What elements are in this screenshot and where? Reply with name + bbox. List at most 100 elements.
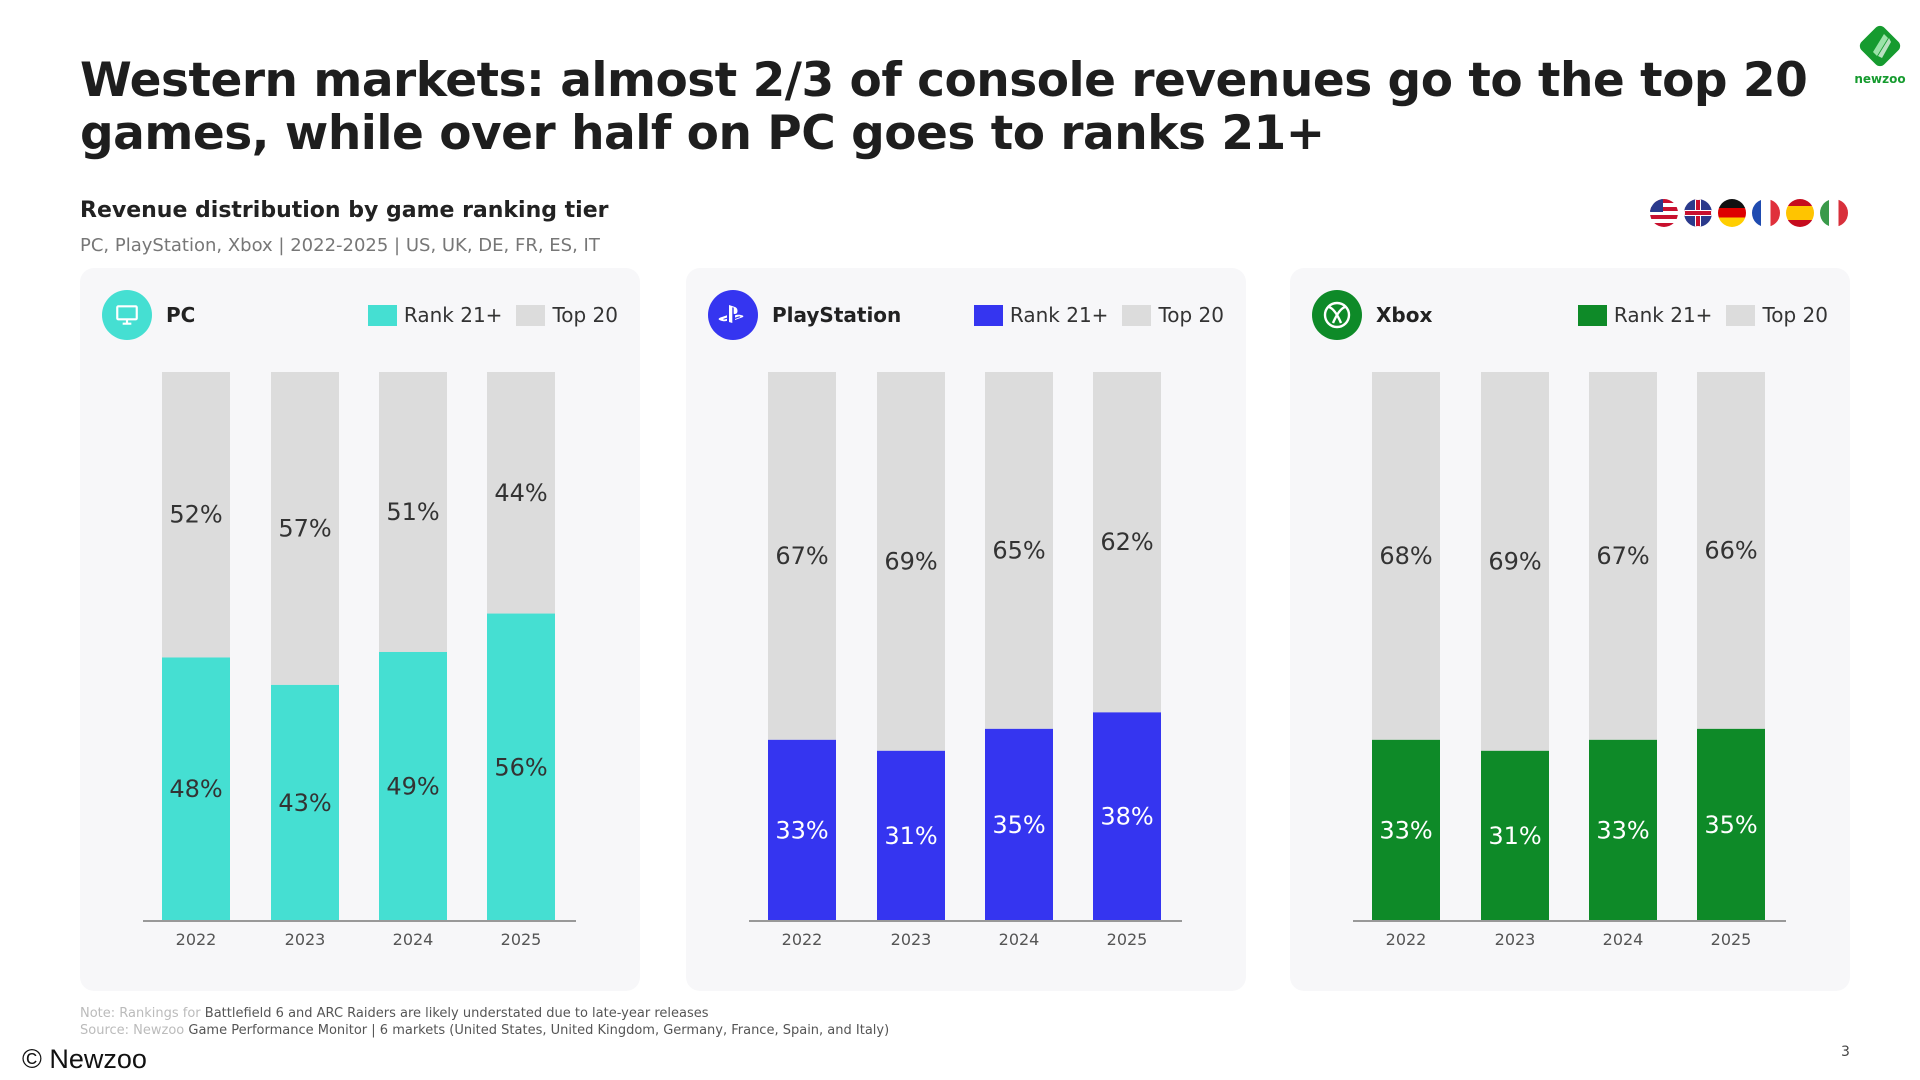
data-label-top20: 62% xyxy=(1100,528,1153,556)
monitor-icon xyxy=(102,290,152,340)
stacked-bar-chart: 52% 48% 2022 57% 43% 2023 51% 49% 2024 44% 56% 2025 xyxy=(143,372,576,949)
newzoo-logo-icon xyxy=(1859,25,1901,67)
data-label-rank21: 33% xyxy=(1379,816,1432,844)
us-flag-icon xyxy=(1650,199,1678,227)
source-text: Game Performance Monitor | 6 markets (Un… xyxy=(188,1023,890,1038)
data-label-rank21: 56% xyxy=(494,753,547,781)
data-label-top20: 69% xyxy=(884,547,937,575)
panel-header: PlayStation Rank 21+ Top 20 xyxy=(708,290,1224,340)
legend-item-top20: Top 20 xyxy=(1122,303,1224,327)
data-label-top20: 51% xyxy=(386,498,439,526)
bar-top20 xyxy=(877,372,945,751)
data-label-rank21: 48% xyxy=(169,775,222,803)
data-label-rank21: 49% xyxy=(386,772,439,800)
data-label-top20: 67% xyxy=(1596,542,1649,570)
data-label-top20: 57% xyxy=(278,514,331,542)
data-label-top20: 52% xyxy=(169,501,222,529)
bar-rank21 xyxy=(1093,712,1161,921)
bar-rank21 xyxy=(379,651,447,921)
bar-rank21 xyxy=(768,739,836,921)
de-flag-icon xyxy=(1718,199,1746,227)
es-flag-icon xyxy=(1786,199,1814,227)
panel-title: PC xyxy=(166,303,196,327)
stacked-bar-chart: 68% 33% 2022 69% 31% 2023 67% 33% 2024 66% 35% 2025 xyxy=(1353,372,1786,949)
bar-rank21 xyxy=(1589,739,1657,921)
legend-label: Rank 21+ xyxy=(403,303,503,327)
data-label-rank21: 33% xyxy=(775,816,828,844)
x-tick-label: 2022 xyxy=(1386,930,1427,949)
panel-title: Xbox xyxy=(1376,303,1433,327)
data-label-rank21: 43% xyxy=(278,789,331,817)
legend-item-top20: Top 20 xyxy=(1726,303,1828,327)
data-label-rank21: 31% xyxy=(884,822,937,850)
bar-top20 xyxy=(1372,372,1440,740)
bar-rank21 xyxy=(271,684,339,921)
legend-swatch xyxy=(973,304,1003,326)
chart-panel-pc: PC Rank 21+ Top 20 52% 48% 2022 57% 43% 2023 5… xyxy=(80,268,640,991)
copyright: © Newzoo xyxy=(22,1044,147,1074)
bar-top20 xyxy=(271,372,339,685)
logo-text: newzoo xyxy=(1854,72,1906,86)
legend-item-rank21: Rank 21+ xyxy=(973,303,1109,327)
bar-top20 xyxy=(1697,372,1765,729)
chart-panel-playstation: PlayStation Rank 21+ Top 20 67% 33% 2022 69… xyxy=(686,268,1246,991)
bar-top20 xyxy=(162,372,230,658)
legend-label: Rank 21+ xyxy=(1009,303,1109,327)
bar-rank21 xyxy=(1481,750,1549,921)
bar-top20 xyxy=(1589,372,1657,740)
data-label-top20: 65% xyxy=(992,536,1045,564)
legend-swatch xyxy=(1577,304,1607,326)
data-label-rank21: 33% xyxy=(1596,816,1649,844)
page-number: 3 xyxy=(1841,1044,1850,1060)
legend-item-top20: Top 20 xyxy=(516,303,618,327)
x-tick-label: 2025 xyxy=(501,930,542,949)
legend-label: Top 20 xyxy=(1158,303,1224,327)
bar-top20 xyxy=(379,372,447,652)
panel-title: PlayStation xyxy=(772,303,902,327)
legend-label: Top 20 xyxy=(552,303,618,327)
source-prefix: Source: Newzoo xyxy=(80,1023,189,1038)
bar-top20 xyxy=(487,372,555,614)
panel-header: Xbox Rank 21+ Top 20 xyxy=(1312,290,1828,340)
market-flags xyxy=(1650,199,1848,227)
bar-rank21 xyxy=(162,657,230,921)
legend-item-rank21: Rank 21+ xyxy=(1577,303,1713,327)
bar-top20 xyxy=(1093,372,1161,713)
legend-label: Rank 21+ xyxy=(1613,303,1713,327)
x-tick-label: 2025 xyxy=(1107,930,1148,949)
uk-flag-icon xyxy=(1684,199,1712,227)
data-label-top20: 66% xyxy=(1704,536,1757,564)
chart-subtitle: Revenue distribution by game ranking tie… xyxy=(80,198,609,223)
x-tick-label: 2023 xyxy=(285,930,326,949)
panel-header: PC Rank 21+ Top 20 xyxy=(102,290,618,340)
bar-rank21 xyxy=(487,613,555,921)
bar-rank21 xyxy=(1372,739,1440,921)
legend-swatch xyxy=(1726,304,1756,326)
it-flag-icon xyxy=(1820,199,1848,227)
chart-panel-xbox: Xbox Rank 21+ Top 20 68% 33% 2022 69% 31% 202… xyxy=(1290,268,1850,991)
newzoo-logo: newzoo xyxy=(1844,22,1916,86)
data-label-top20: 68% xyxy=(1379,542,1432,570)
legend-swatch xyxy=(367,304,397,326)
bar-top20 xyxy=(985,372,1053,729)
bar-top20 xyxy=(1481,372,1549,751)
legend-swatch xyxy=(1122,304,1152,326)
x-tick-label: 2024 xyxy=(393,930,434,949)
data-label-rank21: 31% xyxy=(1488,822,1541,850)
x-tick-label: 2022 xyxy=(782,930,823,949)
fr-flag-icon xyxy=(1752,199,1780,227)
x-tick-label: 2023 xyxy=(891,930,932,949)
stacked-bar-chart: 67% 33% 2022 69% 31% 2023 65% 35% 2024 62% 38% 2025 xyxy=(749,372,1182,949)
footnote: Note: Rankings for Battlefield 6 and ARC… xyxy=(80,1005,889,1039)
bar-rank21 xyxy=(877,750,945,921)
note-prefix: Note: Rankings for xyxy=(80,1006,205,1021)
chart-scope: PC, PlayStation, Xbox | 2022-2025 | US, … xyxy=(80,235,600,256)
bar-rank21 xyxy=(985,728,1053,921)
playstation-icon xyxy=(708,290,758,340)
x-tick-label: 2023 xyxy=(1495,930,1536,949)
x-tick-label: 2024 xyxy=(999,930,1040,949)
bar-top20 xyxy=(768,372,836,740)
data-label-top20: 67% xyxy=(775,542,828,570)
page-title: Western markets: almost 2/3 of console r… xyxy=(80,53,1808,161)
x-tick-label: 2024 xyxy=(1603,930,1644,949)
